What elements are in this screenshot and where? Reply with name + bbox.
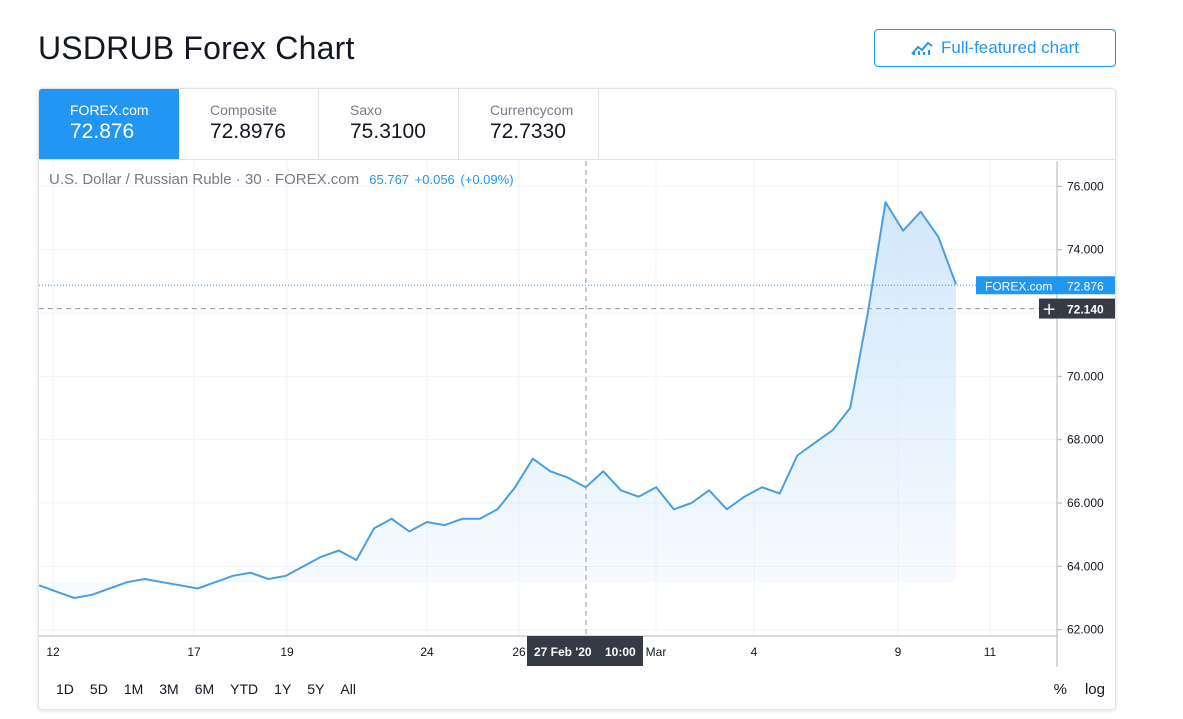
range-button-all[interactable]: All xyxy=(340,681,356,697)
chart-widget: FOREX.com 72.876 Composite 72.8976 Saxo … xyxy=(38,88,1116,710)
y-tick-label: 66.000 xyxy=(1067,496,1104,510)
scale-options: % log xyxy=(1054,681,1105,698)
log-scale-toggle[interactable]: log xyxy=(1084,681,1105,698)
range-button-5y[interactable]: 5Y xyxy=(307,681,325,697)
x-tick-label: 24 xyxy=(420,645,434,659)
range-button-5d[interactable]: 5D xyxy=(89,681,108,697)
tab-composite[interactable]: Composite 72.8976 xyxy=(179,89,319,159)
range-button-1y[interactable]: 1Y xyxy=(274,681,292,697)
x-tick-label: 19 xyxy=(280,645,294,659)
y-tick-label: 64.000 xyxy=(1067,559,1104,573)
price-chart[interactable]: 62.00064.00066.00068.00070.00072.00074.0… xyxy=(39,89,1116,667)
legend-symbol: U.S. Dollar / Russian Ruble · 30 · FOREX… xyxy=(49,171,360,188)
price-area xyxy=(39,202,956,598)
crosshair-price-label-bg xyxy=(1039,298,1115,319)
legend-change: +0.056 xyxy=(414,172,455,187)
legend-values: 65.767 +0.056 (+0.09%) xyxy=(369,172,515,187)
legend-change-pct: (+0.09%) xyxy=(460,172,514,187)
range-button-3m[interactable]: 3M xyxy=(159,681,179,697)
tab-price: 72.876 xyxy=(70,120,135,143)
price-tag-source: FOREX.com xyxy=(985,279,1052,293)
percent-scale-toggle[interactable]: % xyxy=(1053,681,1067,698)
crosshair-plus-icon: + xyxy=(1042,300,1056,320)
tab-price: 75.3100 xyxy=(350,120,426,143)
price-line xyxy=(39,201,957,599)
crosshair-price-value: 72.140 xyxy=(1067,303,1104,317)
y-tick-label: 68.000 xyxy=(1067,433,1104,447)
x-tick-label: 17 xyxy=(187,645,201,659)
y-tick-label: 76.000 xyxy=(1067,179,1104,193)
x-tick-label: Mar xyxy=(646,645,667,659)
chart-icon xyxy=(911,41,933,55)
tab-source: FOREX.com xyxy=(70,102,149,118)
x-tick-label: 26 xyxy=(512,645,526,659)
x-tick-label: 12 xyxy=(46,645,60,659)
range-button-6m[interactable]: 6M xyxy=(194,681,215,697)
crosshair-time: 10:00 xyxy=(605,645,636,659)
full-featured-chart-button[interactable]: Full-featured chart xyxy=(874,29,1116,67)
range-button-1m[interactable]: 1M xyxy=(123,681,144,697)
tab-forex-com[interactable]: FOREX.com 72.876 xyxy=(39,89,179,159)
x-tick-label: 9 xyxy=(895,645,902,659)
chart-legend: U.S. Dollar / Russian Ruble · 30 · FOREX… xyxy=(49,171,516,188)
legend-last: 65.767 xyxy=(369,172,410,187)
x-tick-label: 4 xyxy=(751,645,758,659)
tab-currencycom[interactable]: Currencycom 72.7330 xyxy=(459,89,599,159)
y-tick-label: 70.000 xyxy=(1067,369,1104,383)
crosshair-date: 27 Feb '20 xyxy=(534,645,592,659)
tab-source: Composite xyxy=(210,102,277,118)
y-tick-label: 62.000 xyxy=(1067,623,1104,637)
tab-source: Currencycom xyxy=(490,102,574,118)
full-featured-chart-label: Full-featured chart xyxy=(941,38,1079,57)
tab-source: Saxo xyxy=(350,102,382,118)
tab-price: 72.7330 xyxy=(490,120,566,143)
y-tick-label: 74.000 xyxy=(1067,243,1104,257)
source-tabs: FOREX.com 72.876 Composite 72.8976 Saxo … xyxy=(39,89,1115,160)
page-title: USDRUB Forex Chart xyxy=(38,30,355,66)
tab-saxo[interactable]: Saxo 75.3100 xyxy=(319,89,459,159)
range-button-ytd[interactable]: YTD xyxy=(230,681,259,697)
price-tag-background xyxy=(976,276,1115,295)
range-toolbar: 1D 5D 1M 3M 6M YTD 1Y 5Y All % log xyxy=(39,667,1115,709)
price-tag-value: 72.876 xyxy=(1067,279,1104,293)
tab-price: 72.8976 xyxy=(210,120,286,143)
range-button-1d[interactable]: 1D xyxy=(56,681,74,697)
x-tick-label: 11 xyxy=(984,645,997,659)
crosshair-date-label-bg xyxy=(527,636,643,666)
